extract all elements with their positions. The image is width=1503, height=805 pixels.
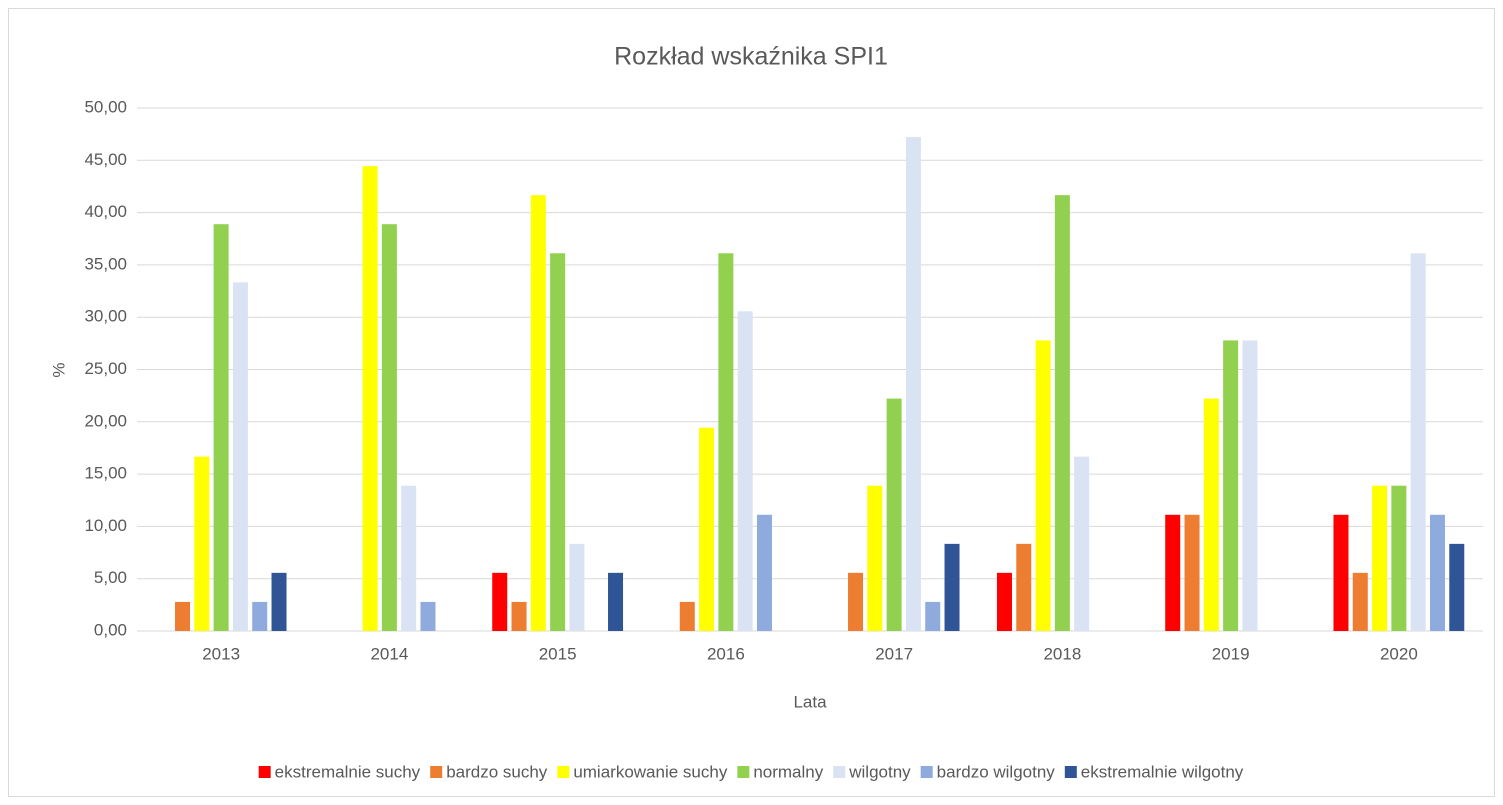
bar bbox=[1391, 485, 1407, 631]
bar bbox=[996, 572, 1012, 631]
x-tick-label: 2019 bbox=[1212, 644, 1250, 663]
y-tick-label: 35,00 bbox=[84, 254, 127, 273]
bar bbox=[550, 253, 566, 631]
bar bbox=[1054, 195, 1070, 631]
bar bbox=[608, 572, 624, 631]
bar bbox=[679, 601, 695, 631]
bar bbox=[1165, 514, 1181, 631]
y-tick-label: 15,00 bbox=[84, 464, 127, 483]
y-axis-label: % bbox=[49, 362, 68, 377]
legend-label: ekstremalnie wilgotny bbox=[1081, 762, 1244, 781]
bar bbox=[194, 456, 210, 631]
bar bbox=[905, 137, 921, 631]
bar bbox=[1184, 514, 1200, 631]
bar bbox=[699, 427, 715, 631]
bar bbox=[718, 253, 734, 631]
y-tick-label: 0,00 bbox=[94, 620, 127, 639]
bar bbox=[944, 543, 960, 631]
bar bbox=[925, 601, 941, 631]
bar bbox=[886, 398, 902, 631]
bar bbox=[1016, 543, 1032, 631]
legend-label: normalny bbox=[753, 762, 823, 781]
y-tick-label: 50,00 bbox=[84, 97, 127, 116]
bar bbox=[737, 311, 753, 631]
bar bbox=[1410, 253, 1426, 631]
bar bbox=[756, 514, 772, 631]
bar bbox=[252, 601, 268, 631]
x-tick-label: 2017 bbox=[875, 644, 913, 663]
bar bbox=[271, 572, 287, 631]
bar bbox=[1074, 456, 1090, 631]
legend-label: umiarkowanie suchy bbox=[573, 762, 728, 781]
bar bbox=[401, 485, 417, 631]
x-tick-label: 2013 bbox=[202, 644, 240, 663]
bar bbox=[232, 282, 248, 631]
x-tick-label: 2020 bbox=[1380, 644, 1418, 663]
legend-label: bardzo suchy bbox=[446, 762, 548, 781]
bar bbox=[867, 485, 883, 631]
y-tick-label: 5,00 bbox=[94, 568, 127, 587]
chart-title: Rozkład wskaźnika SPI1 bbox=[614, 43, 888, 71]
bar bbox=[1449, 543, 1465, 631]
legend-swatch bbox=[737, 766, 750, 778]
bar bbox=[175, 601, 191, 631]
legend-label: wilgotny bbox=[848, 762, 911, 781]
y-tick-label: 10,00 bbox=[84, 516, 127, 535]
legend-label: ekstremalnie suchy bbox=[275, 762, 421, 781]
bar bbox=[1203, 398, 1219, 631]
bar bbox=[1352, 572, 1368, 631]
bar bbox=[420, 601, 436, 631]
bar bbox=[381, 224, 397, 631]
legend-swatch bbox=[430, 766, 443, 778]
legend-swatch bbox=[258, 766, 271, 778]
bar bbox=[213, 224, 229, 631]
x-axis-label: Lata bbox=[793, 692, 827, 711]
y-tick-label: 20,00 bbox=[84, 411, 127, 430]
bar bbox=[1242, 340, 1258, 631]
y-tick-label: 40,00 bbox=[84, 202, 127, 221]
bar bbox=[569, 543, 585, 631]
bar bbox=[530, 195, 546, 631]
y-tick-label: 30,00 bbox=[84, 307, 127, 326]
legend-swatch bbox=[920, 766, 933, 778]
bar bbox=[511, 601, 527, 631]
x-tick-label: 2018 bbox=[1043, 644, 1081, 663]
x-tick-label: 2015 bbox=[539, 644, 577, 663]
bar bbox=[848, 572, 864, 631]
bar bbox=[1223, 340, 1239, 631]
x-tick-label: 2016 bbox=[707, 644, 745, 663]
bar bbox=[1372, 485, 1388, 631]
bar bbox=[362, 166, 378, 631]
legend-swatch bbox=[1064, 766, 1077, 778]
y-tick-label: 25,00 bbox=[84, 359, 127, 378]
bar bbox=[492, 572, 508, 631]
legend-swatch bbox=[833, 766, 846, 778]
bar bbox=[1333, 514, 1349, 631]
bar bbox=[1429, 514, 1445, 631]
bar bbox=[1035, 340, 1051, 631]
y-tick-label: 45,00 bbox=[84, 150, 127, 169]
x-tick-label: 2014 bbox=[370, 644, 408, 663]
legend-label: bardzo wilgotny bbox=[937, 762, 1056, 781]
legend-swatch bbox=[557, 766, 570, 778]
